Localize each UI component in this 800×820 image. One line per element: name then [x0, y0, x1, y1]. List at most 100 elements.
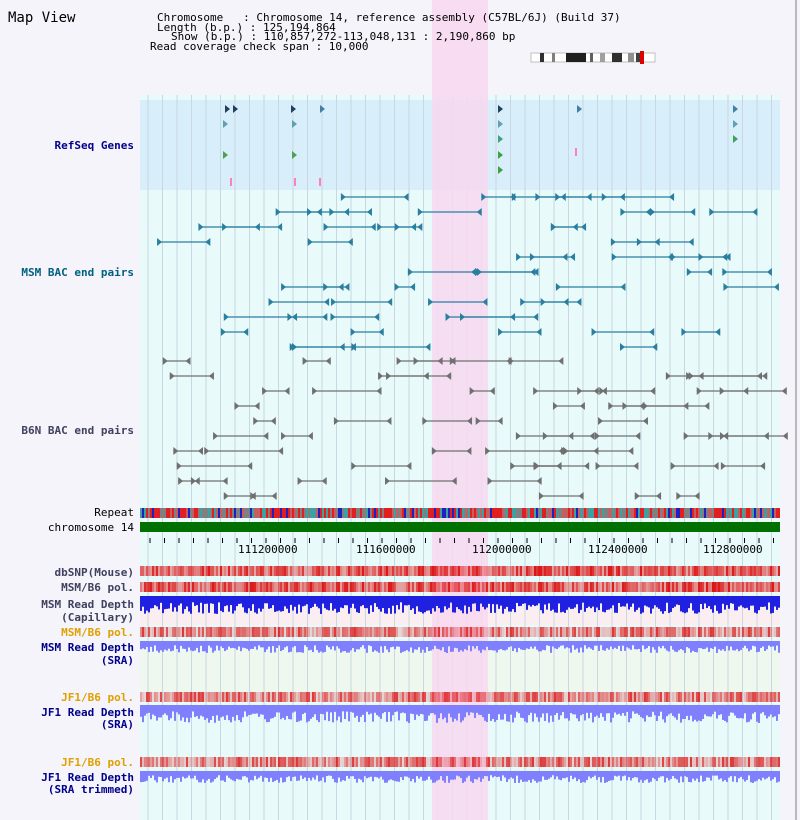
- depth-bar-capillary: [302, 596, 304, 607]
- track-label-msm-pol-1[interactable]: MSM/B6 pol.: [61, 581, 134, 594]
- depth-bar-msm-sra: [668, 641, 670, 652]
- depth-bar-jf1-sra: [590, 705, 592, 713]
- depth-bar-jf1-sra: [292, 705, 294, 713]
- heat-cell: [742, 692, 744, 702]
- depth-bar-msm-sra: [300, 641, 302, 653]
- depth-bar-msm-sra: [204, 641, 206, 652]
- heat-cell: [402, 566, 404, 576]
- depth-bar-jf1-trimmed: [324, 771, 326, 783]
- heat-cell: [446, 566, 448, 576]
- heat-cell: [234, 692, 236, 702]
- heat-cell: [476, 692, 478, 702]
- track-label-msm-pol-2[interactable]: MSM/B6 pol.: [61, 626, 134, 639]
- depth-bar-jf1-sra: [208, 705, 210, 723]
- heat-cell: [594, 692, 596, 702]
- depth-bar-jf1-sra: [360, 705, 362, 717]
- repeat-cell: [282, 508, 284, 518]
- depth-bar-capillary: [624, 596, 626, 607]
- depth-bar-capillary: [410, 596, 412, 610]
- depth-bar-jf1-sra: [340, 705, 342, 723]
- heat-cell: [692, 627, 694, 637]
- heat-cell: [242, 692, 244, 702]
- heat-cell: [594, 757, 596, 767]
- b6n-bac-end: [577, 387, 583, 395]
- depth-bar-msm-sra: [160, 641, 162, 651]
- track-label-chromosome[interactable]: chromosome 14: [47, 521, 134, 534]
- gene-glyph: [223, 120, 228, 128]
- heat-cell: [560, 627, 562, 637]
- heat-cell: [616, 757, 618, 767]
- track-label-msm-depth-sra[interactable]: MSM Read Depth: [41, 641, 134, 654]
- heat-cell: [544, 582, 546, 592]
- track-label-dbsnp[interactable]: dbSNP(Mouse): [54, 566, 134, 579]
- track-label-jf1-depth-sra[interactable]: JF1 Read Depth: [41, 706, 134, 719]
- track-label-jf1-pol-2[interactable]: JF1/B6 pol.: [61, 756, 134, 769]
- heat-cell: [540, 566, 542, 576]
- heat-cell: [182, 566, 184, 576]
- b6n-bac-end: [670, 462, 676, 470]
- track-label-refseq-genes[interactable]: RefSeq Genes: [54, 139, 134, 152]
- heat-cell: [550, 757, 552, 767]
- track-label-msm-bac[interactable]: MSM BAC end pairs: [21, 266, 134, 279]
- depth-bar-msm-sra: [698, 641, 700, 649]
- heat-cell: [660, 582, 662, 592]
- depth-bar-capillary: [416, 596, 418, 607]
- b6n-bac-end: [396, 357, 402, 365]
- repeat-cell: [192, 508, 194, 518]
- depth-bar-jf1-sra: [670, 705, 672, 714]
- depth-bar-msm-sra: [196, 641, 198, 648]
- heat-cell: [752, 582, 754, 592]
- repeat-cell: [290, 508, 292, 518]
- heat-cell: [200, 582, 202, 592]
- heat-cell: [194, 582, 196, 592]
- heat-cell: [580, 566, 582, 576]
- depth-bar-jf1-sra: [718, 705, 720, 716]
- heat-cell: [636, 757, 638, 767]
- track-label-jf1-depth-trimmed[interactable]: JF1 Read Depth: [41, 771, 134, 784]
- heat-cell: [232, 566, 234, 576]
- heat-cell: [538, 582, 540, 592]
- depth-bar-msm-sra: [562, 641, 564, 646]
- heat-cell: [528, 566, 530, 576]
- repeat-cell: [748, 508, 750, 518]
- depth-bar-capillary: [594, 596, 596, 613]
- heat-cell: [500, 692, 502, 702]
- depth-bar-capillary: [556, 596, 558, 613]
- heat-cell: [200, 566, 202, 576]
- heat-cell: [624, 627, 626, 637]
- depth-bar-jf1-trimmed: [304, 771, 306, 778]
- depth-bar-msm-sra: [312, 641, 314, 653]
- heat-cell: [742, 757, 744, 767]
- heat-cell: [280, 582, 282, 592]
- heat-cell: [766, 757, 768, 767]
- track-label-msm-depth-capillary[interactable]: MSM Read Depth: [41, 598, 134, 611]
- heat-cell: [196, 627, 198, 637]
- depth-bar-msm-sra: [422, 641, 424, 650]
- depth-bar-jf1-sra: [680, 705, 682, 723]
- depth-bar-msm-sra: [510, 641, 512, 647]
- heat-cell: [724, 692, 726, 702]
- heat-cell: [462, 566, 464, 576]
- depth-bar-msm-sra: [552, 641, 554, 647]
- gene-marker: [575, 148, 577, 156]
- depth-bar-jf1-sra: [288, 705, 290, 720]
- track-label-b6n-bac[interactable]: B6N BAC end pairs: [21, 424, 134, 437]
- msm-bac-end: [476, 208, 482, 216]
- depth-bar-jf1-sra: [548, 705, 550, 723]
- depth-bar-jf1-trimmed: [442, 771, 444, 781]
- heat-cell: [396, 627, 398, 637]
- heat-cell: [182, 692, 184, 702]
- heat-cell: [664, 627, 666, 637]
- heat-cell: [706, 692, 708, 702]
- msm-bac-end: [581, 223, 587, 231]
- heat-cell: [494, 627, 496, 637]
- depth-bar-jf1-sra: [356, 705, 358, 716]
- heat-cell: [652, 692, 654, 702]
- track-label-jf1-pol-1[interactable]: JF1/B6 pol.: [61, 691, 134, 704]
- depth-bar-msm-sra: [452, 641, 454, 652]
- depth-bar-capillary: [394, 596, 396, 614]
- depth-bar-capillary: [278, 596, 280, 611]
- track-label-repeat[interactable]: Repeat: [94, 506, 134, 519]
- depth-bar-capillary: [206, 596, 208, 604]
